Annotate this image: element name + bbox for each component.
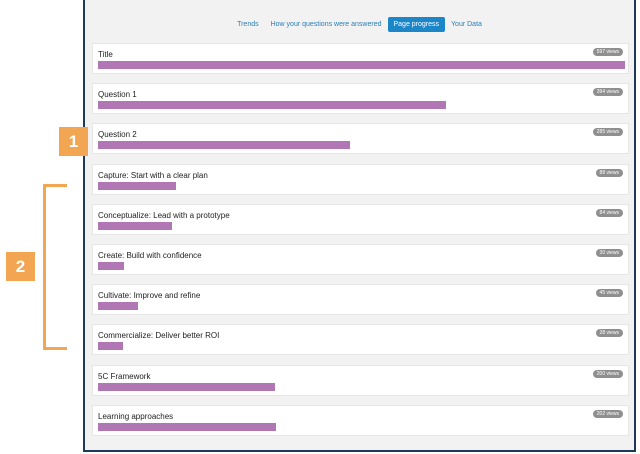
views-bar [98,182,176,190]
views-badge: 285 views [592,128,623,136]
row-label: Title [98,50,113,59]
views-bar [98,262,124,270]
views-badge: 84 views [595,209,623,217]
views-bar [98,101,446,109]
views-bar [98,302,138,310]
progress-row-5c-framework: 5C Framework 200 views [92,365,629,396]
views-bar [98,61,625,69]
views-badge: 28 views [595,329,623,337]
callout-marker-1: 1 [59,127,88,156]
row-label: Question 1 [98,90,137,99]
row-label: Cultivate: Improve and refine [98,291,201,300]
tab-bar: Trends How your questions were answered … [85,15,634,33]
row-label: Question 2 [98,130,137,139]
views-bar [98,342,123,350]
progress-row-conceptualize: Conceptualize: Lead with a prototype 84 … [92,204,629,235]
row-label: Conceptualize: Lead with a prototype [98,211,230,220]
views-bar [98,141,350,149]
progress-row-question-2: Question 2 285 views [92,123,629,154]
row-label: Commercialize: Deliver better ROI [98,331,220,340]
views-badge: 200 views [592,370,623,378]
views-badge: 394 views [592,88,623,96]
row-label: Learning approaches [98,412,174,421]
page-progress-panel: Trends How your questions were answered … [83,0,636,452]
views-bar [98,423,276,431]
progress-row-title: Title 597 views [92,43,629,74]
views-bar [98,383,275,391]
tab-how-questions-answered[interactable]: How your questions were answered [270,20,382,28]
progress-row-commercialize: Commercialize: Deliver better ROI 28 vie… [92,324,629,355]
progress-row-learning-approaches: Learning approaches 202 views [92,405,629,436]
tab-your-data[interactable]: Your Data [451,20,482,28]
tab-page-progress[interactable]: Page progress [387,16,446,32]
views-badge: 30 views [595,249,623,257]
callout-marker-2: 2 [6,252,35,281]
row-label: Capture: Start with a clear plan [98,171,208,180]
tab-trends[interactable]: Trends [237,20,259,28]
progress-row-cultivate: Cultivate: Improve and refine 45 views [92,284,629,315]
progress-row-create: Create: Build with confidence 30 views [92,244,629,275]
views-badge: 202 views [592,410,623,418]
row-label: Create: Build with confidence [98,251,202,260]
callout-bracket [43,184,67,350]
views-badge: 88 views [595,169,623,177]
views-badge: 597 views [592,48,623,56]
progress-row-capture: Capture: Start with a clear plan 88 view… [92,164,629,195]
views-bar [98,222,172,230]
progress-row-question-1: Question 1 394 views [92,83,629,114]
row-label: 5C Framework [98,372,151,381]
views-badge: 45 views [595,289,623,297]
